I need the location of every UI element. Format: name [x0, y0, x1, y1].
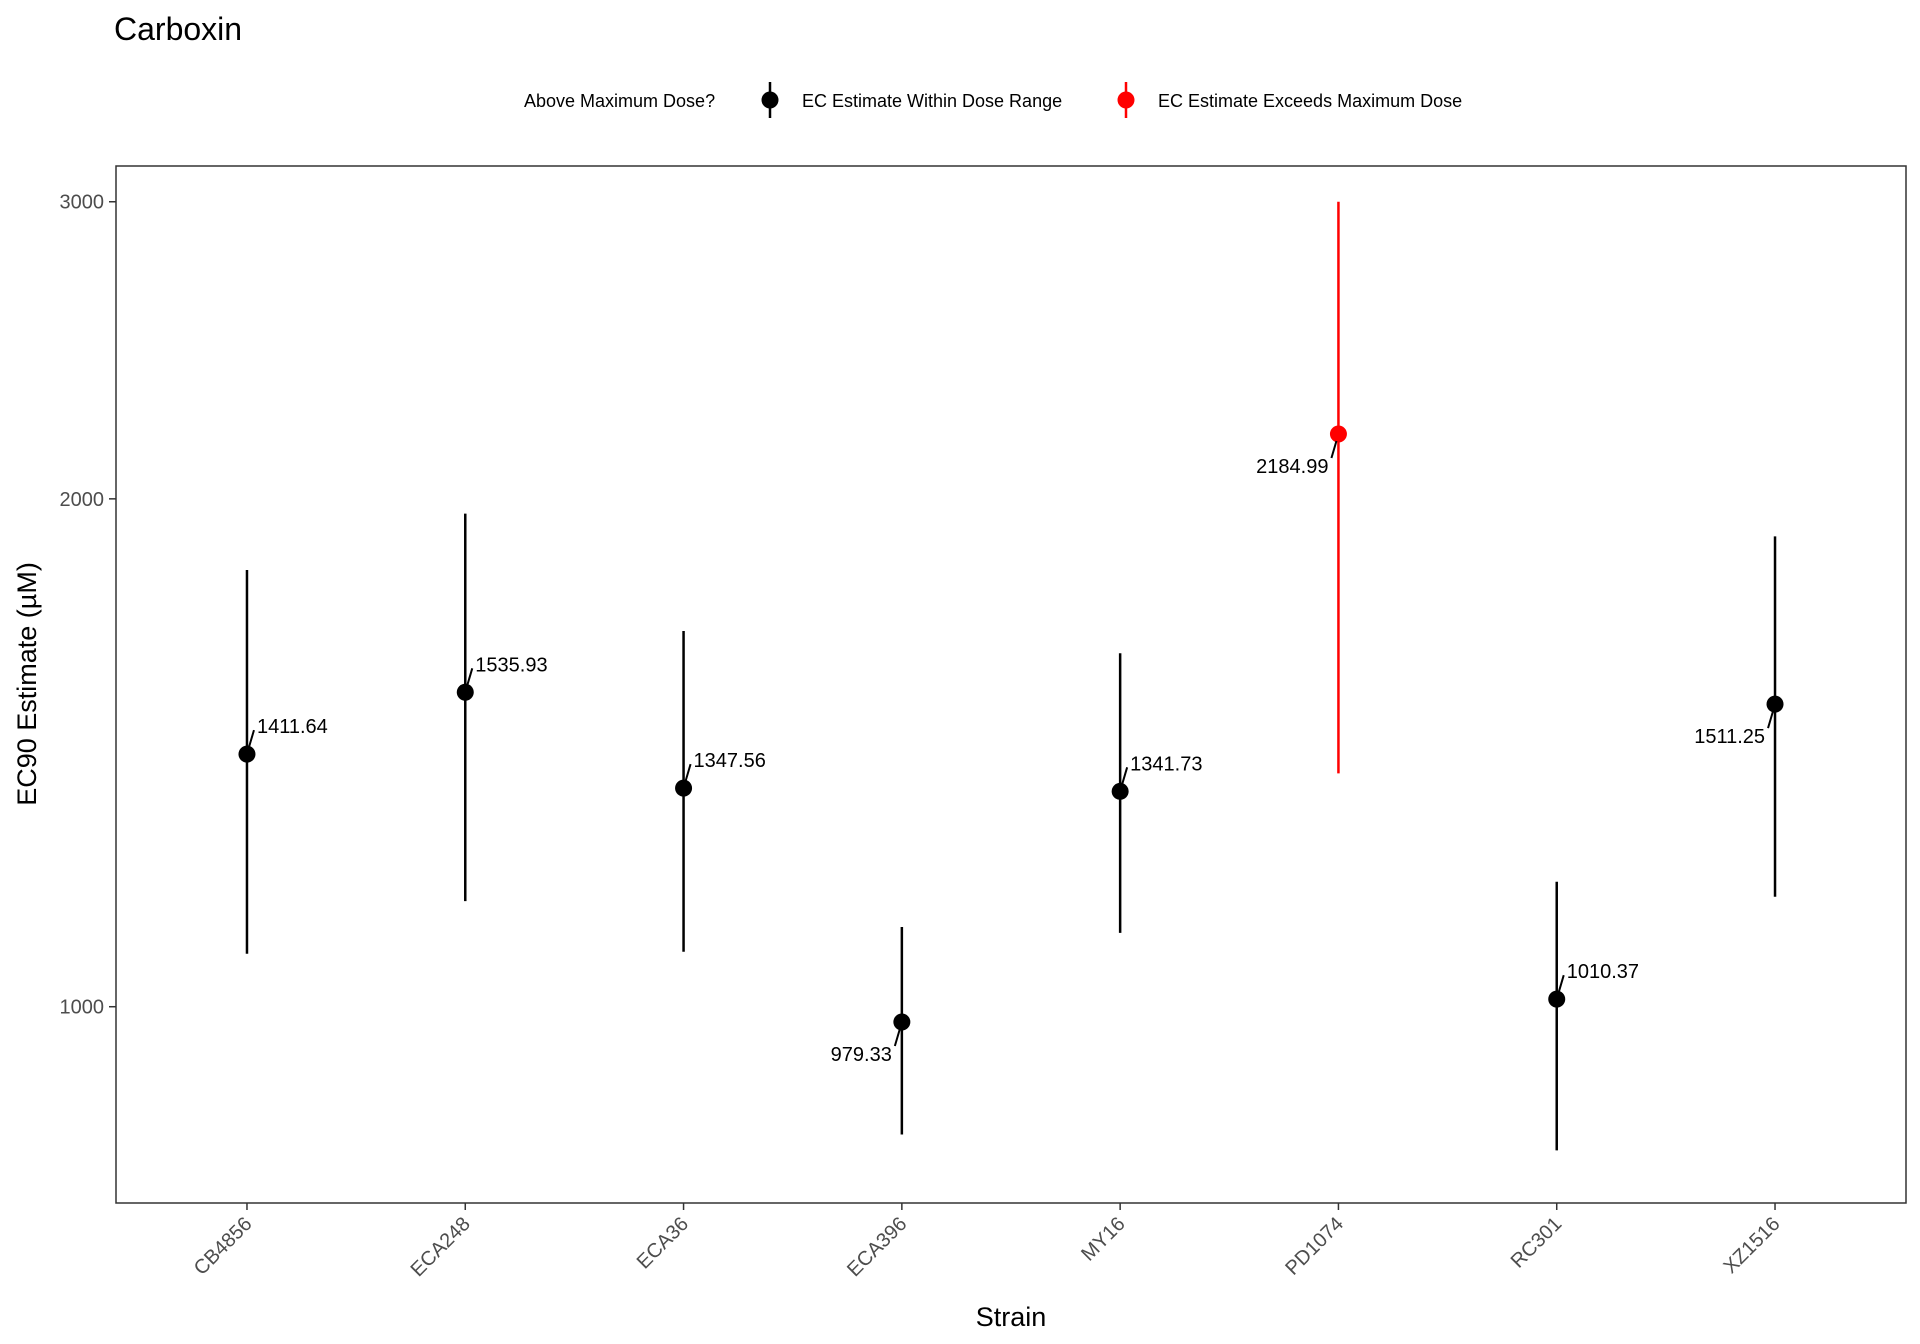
x-tick-label-PD1074: PD1074 — [1281, 1213, 1348, 1280]
legend-label-within: EC Estimate Within Dose Range — [802, 91, 1062, 111]
y-axis-title: EC90 Estimate (µM) — [12, 562, 42, 806]
legend: Above Maximum Dose? EC Estimate Within D… — [524, 82, 1462, 118]
leader-cb4856 — [248, 729, 255, 748]
x-tick-label-ECA396: ECA396 — [843, 1213, 911, 1281]
point-pd1074 — [1329, 425, 1347, 443]
data-label-eca396: 979.33 — [831, 1044, 892, 1066]
leader-eca36 — [684, 763, 692, 782]
x-tick-label-ECA36: ECA36 — [633, 1213, 693, 1273]
point-eca36 — [675, 779, 693, 797]
data-label-eca248: 1535.93 — [475, 654, 547, 676]
legend-label-exceeds: EC Estimate Exceeds Maximum Dose — [1158, 91, 1462, 111]
y-tick-label-3000: 3000 — [60, 192, 105, 214]
plot-panel — [115, 165, 1907, 1204]
legend-key-exceeds-point — [1117, 91, 1135, 109]
legend-title: Above Maximum Dose? — [524, 91, 715, 111]
point-cb4856 — [238, 745, 256, 763]
point-eca396 — [893, 1013, 911, 1031]
point-my16 — [1111, 782, 1129, 800]
data-label-xz1516: 1511.25 — [1694, 726, 1765, 748]
data-label-pd1074: 2184.99 — [1256, 456, 1328, 478]
x-tick-label-MY16: MY16 — [1077, 1213, 1130, 1266]
y-axis: 1000 2000 3000 — [60, 192, 116, 1019]
chart-title: Carboxin — [114, 11, 242, 47]
data-label-rc301: 1010.37 — [1567, 961, 1639, 983]
leader-eca248 — [466, 668, 474, 686]
leader-my16 — [1121, 767, 1129, 785]
data-label-eca36: 1347.56 — [694, 750, 766, 772]
leader-xz1516 — [1767, 710, 1774, 729]
point-eca248 — [456, 683, 474, 701]
leader-rc301 — [1557, 974, 1565, 993]
data-label-my16: 1341.73 — [1130, 753, 1202, 775]
point-rc301 — [1548, 990, 1566, 1008]
x-tick-label-RC301: RC301 — [1507, 1213, 1567, 1273]
x-tick-label-XZ1516: XZ1516 — [1719, 1213, 1784, 1278]
data-series: 1411.64 1535.93 1347.56 979.33 1341.73 2184.9… — [238, 201, 1784, 1151]
x-axis-title: Strain — [976, 1302, 1047, 1332]
data-label-cb4856: 1411.64 — [257, 716, 328, 738]
x-tick-label-CB4856: CB4856 — [190, 1213, 257, 1280]
y-tick-label-2000: 2000 — [60, 489, 105, 511]
leader-eca396 — [893, 1028, 901, 1047]
leader-pd1074 — [1330, 440, 1338, 459]
x-tick-label-ECA248: ECA248 — [407, 1213, 475, 1281]
point-xz1516 — [1766, 695, 1784, 713]
x-axis: CB4856 ECA248 ECA36 ECA396 MY16 PD1074 RC301 XZ… — [190, 1203, 1785, 1281]
legend-key-within-point — [761, 91, 779, 109]
y-tick-label-1000: 1000 — [60, 997, 105, 1019]
